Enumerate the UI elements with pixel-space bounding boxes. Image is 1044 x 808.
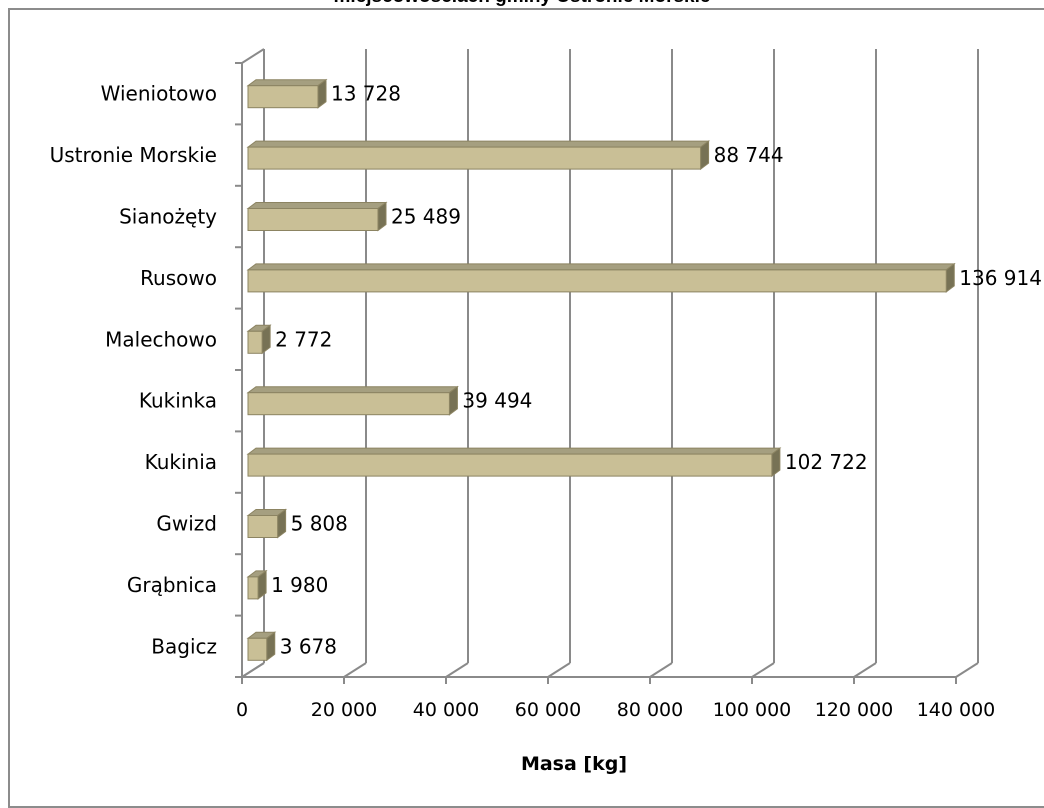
x-tick-label: 60 000 bbox=[515, 699, 581, 721]
bar-top-face bbox=[246, 202, 388, 209]
x-tick-label: 0 bbox=[236, 699, 248, 721]
x-tick-label: 120 000 bbox=[815, 699, 894, 721]
x-tick-label: 80 000 bbox=[617, 699, 683, 721]
bar bbox=[247, 146, 702, 170]
category-label: Grąbnica bbox=[127, 573, 217, 597]
bar-top-face bbox=[246, 386, 459, 394]
floor-gridline bbox=[751, 662, 775, 678]
data-label: 25 489 bbox=[391, 205, 461, 229]
floor-gridline bbox=[547, 662, 571, 678]
floor-gridline bbox=[445, 662, 469, 678]
labels: 0 20 000 40 000 60 000 80 000 100 000 120 000 1… bbox=[50, 82, 1042, 721]
chart-title: miejscowościach gminy Ustronie Morskie bbox=[0, 0, 1044, 8]
side-wall-top-edge bbox=[241, 48, 265, 64]
data-label: 2 772 bbox=[275, 327, 332, 351]
side-wall-edge bbox=[241, 662, 265, 678]
x-tick-label: 100 000 bbox=[713, 699, 792, 721]
x-tick-label: 140 000 bbox=[917, 699, 996, 721]
bar-top-face bbox=[246, 447, 782, 455]
bar bbox=[247, 269, 947, 293]
category-label: Bagicz bbox=[151, 634, 217, 658]
data-label: 1 980 bbox=[271, 573, 328, 597]
bar-top-face bbox=[246, 79, 328, 87]
x-tick-label: 20 000 bbox=[311, 699, 377, 721]
x-tick-label: 40 000 bbox=[413, 699, 479, 721]
bar bbox=[247, 515, 279, 538]
category-label: Ustronie Morskie bbox=[50, 143, 217, 167]
data-label: 136 914 bbox=[959, 266, 1042, 290]
data-label: 13 728 bbox=[331, 82, 401, 106]
bar bbox=[247, 576, 259, 600]
floor-gridline bbox=[853, 662, 877, 678]
bar-top-face bbox=[246, 263, 956, 271]
bar bbox=[247, 637, 268, 661]
floor-gridline bbox=[955, 662, 979, 678]
x-axis-title: Masa [kg] bbox=[521, 753, 627, 775]
bar bbox=[247, 85, 319, 109]
floor-gridline bbox=[343, 662, 367, 678]
category-label: Sianożęty bbox=[119, 205, 217, 229]
data-label: 39 494 bbox=[462, 389, 532, 413]
bar bbox=[247, 208, 379, 231]
data-label: 88 744 bbox=[714, 143, 784, 167]
category-label: Gwizd bbox=[156, 512, 217, 536]
category-label: Rusowo bbox=[140, 266, 217, 290]
bar-top-face bbox=[246, 140, 711, 148]
bar bbox=[247, 330, 263, 354]
category-label: Kukinka bbox=[139, 389, 217, 413]
floor-gridline bbox=[649, 662, 673, 678]
category-label: Malechowo bbox=[105, 327, 217, 351]
category-label: Wieniotowo bbox=[101, 82, 217, 106]
data-label: 102 722 bbox=[785, 450, 868, 474]
data-label: 3 678 bbox=[280, 634, 337, 658]
bar bbox=[247, 453, 773, 477]
bars bbox=[246, 78, 956, 662]
category-label: Kukinia bbox=[145, 450, 217, 474]
bar bbox=[247, 392, 450, 416]
data-label: 5 808 bbox=[291, 512, 348, 536]
